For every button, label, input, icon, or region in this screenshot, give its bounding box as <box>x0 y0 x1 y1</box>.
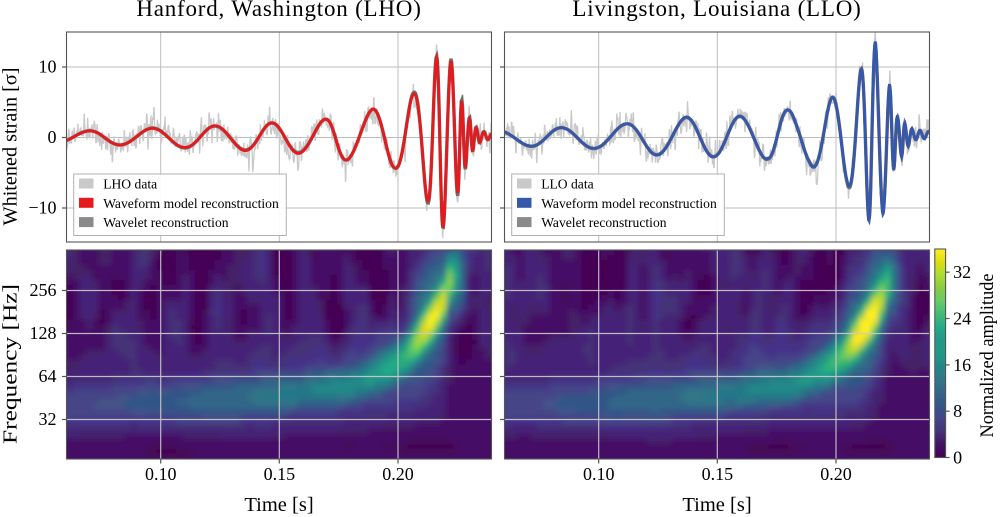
svg-text:Wavelet reconstruction: Wavelet reconstruction <box>541 215 667 230</box>
svg-text:LLO data: LLO data <box>541 177 593 192</box>
svg-text:16: 16 <box>953 355 971 375</box>
svg-text:0.20: 0.20 <box>382 464 414 484</box>
svg-text:128: 128 <box>30 323 57 343</box>
svg-text:Wavelet reconstruction: Wavelet reconstruction <box>103 215 229 230</box>
svg-text:64: 64 <box>39 366 57 386</box>
svg-text:Livingston, Louisiana (LLO): Livingston, Louisiana (LLO) <box>572 0 861 21</box>
svg-text:32: 32 <box>39 409 57 429</box>
svg-text:Frequency [Hz]: Frequency [Hz] <box>0 284 22 444</box>
svg-text:0.10: 0.10 <box>145 464 177 484</box>
svg-text:24: 24 <box>953 309 971 329</box>
svg-text:0: 0 <box>48 127 57 147</box>
svg-text:Waveform model reconstruction: Waveform model reconstruction <box>103 196 279 211</box>
svg-text:LHO data: LHO data <box>103 177 157 192</box>
svg-text:Time [s]: Time [s] <box>682 494 751 516</box>
svg-text:−10: −10 <box>28 198 56 218</box>
svg-text:Time [s]: Time [s] <box>244 494 313 516</box>
svg-text:Hanford, Washington (LHO): Hanford, Washington (LHO) <box>136 0 421 21</box>
svg-text:0.15: 0.15 <box>264 464 296 484</box>
svg-text:Whitened strain [σ]: Whitened strain [σ] <box>0 68 22 226</box>
svg-text:Waveform model reconstruction: Waveform model reconstruction <box>541 196 717 211</box>
svg-text:0: 0 <box>953 448 962 468</box>
svg-text:0.20: 0.20 <box>820 464 852 484</box>
svg-text:Normalized amplitude: Normalized amplitude <box>977 274 998 438</box>
svg-text:0.15: 0.15 <box>702 464 734 484</box>
svg-text:32: 32 <box>953 262 971 282</box>
svg-text:256: 256 <box>30 280 57 300</box>
svg-text:8: 8 <box>953 401 962 421</box>
svg-text:0.10: 0.10 <box>583 464 615 484</box>
svg-text:10: 10 <box>39 57 57 77</box>
